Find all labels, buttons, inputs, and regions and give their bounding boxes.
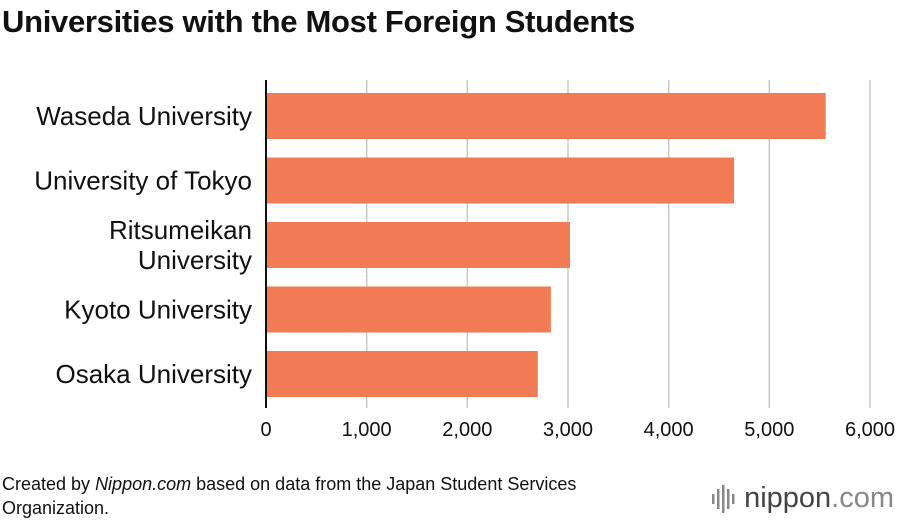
x-tick-label: 3,000 — [543, 419, 593, 441]
bars — [266, 93, 826, 397]
bar-chart: Waseda University University of Tokyo Rits… — [34, 80, 895, 441]
brand-logo: nippon .com — [712, 482, 894, 515]
source-suffix: based on data from the Japan Student Ser… — [2, 474, 577, 518]
source-note: Created by Nippon.com based on data from… — [2, 472, 662, 520]
category-label: University of Tokyo — [34, 166, 252, 196]
x-tick-label: 6,000 — [845, 419, 895, 441]
brand-name: nippon — [744, 482, 832, 514]
bar — [266, 157, 735, 204]
x-tick-label: 5,000 — [744, 419, 794, 441]
category-label: Waseda University — [36, 101, 252, 131]
bar — [266, 286, 551, 333]
bar — [266, 93, 826, 139]
brand-suffix: .com — [831, 482, 894, 514]
category-label: Ritsumeikan University — [109, 215, 252, 275]
nippon-logo-icon — [712, 484, 735, 513]
chart-title: Universities with the Most Foreign Stude… — [2, 4, 635, 39]
x-tick-labels: 0 1,000 2,000 3,000 4,000 5,000 6,000 — [260, 419, 895, 441]
x-tick-label: 1,000 — [342, 419, 392, 441]
x-tick-label: 4,000 — [644, 419, 694, 441]
category-label: Kyoto University — [64, 295, 252, 325]
bar — [266, 351, 538, 397]
bar — [266, 222, 571, 268]
source-name: Nippon.com — [95, 474, 192, 494]
category-label: Osaka University — [56, 359, 253, 389]
source-prefix: Created by — [2, 474, 96, 494]
category-labels: Waseda University University of Tokyo Rits… — [34, 101, 252, 389]
x-tick-label: 0 — [260, 419, 271, 441]
x-tick-label: 2,000 — [442, 419, 492, 441]
